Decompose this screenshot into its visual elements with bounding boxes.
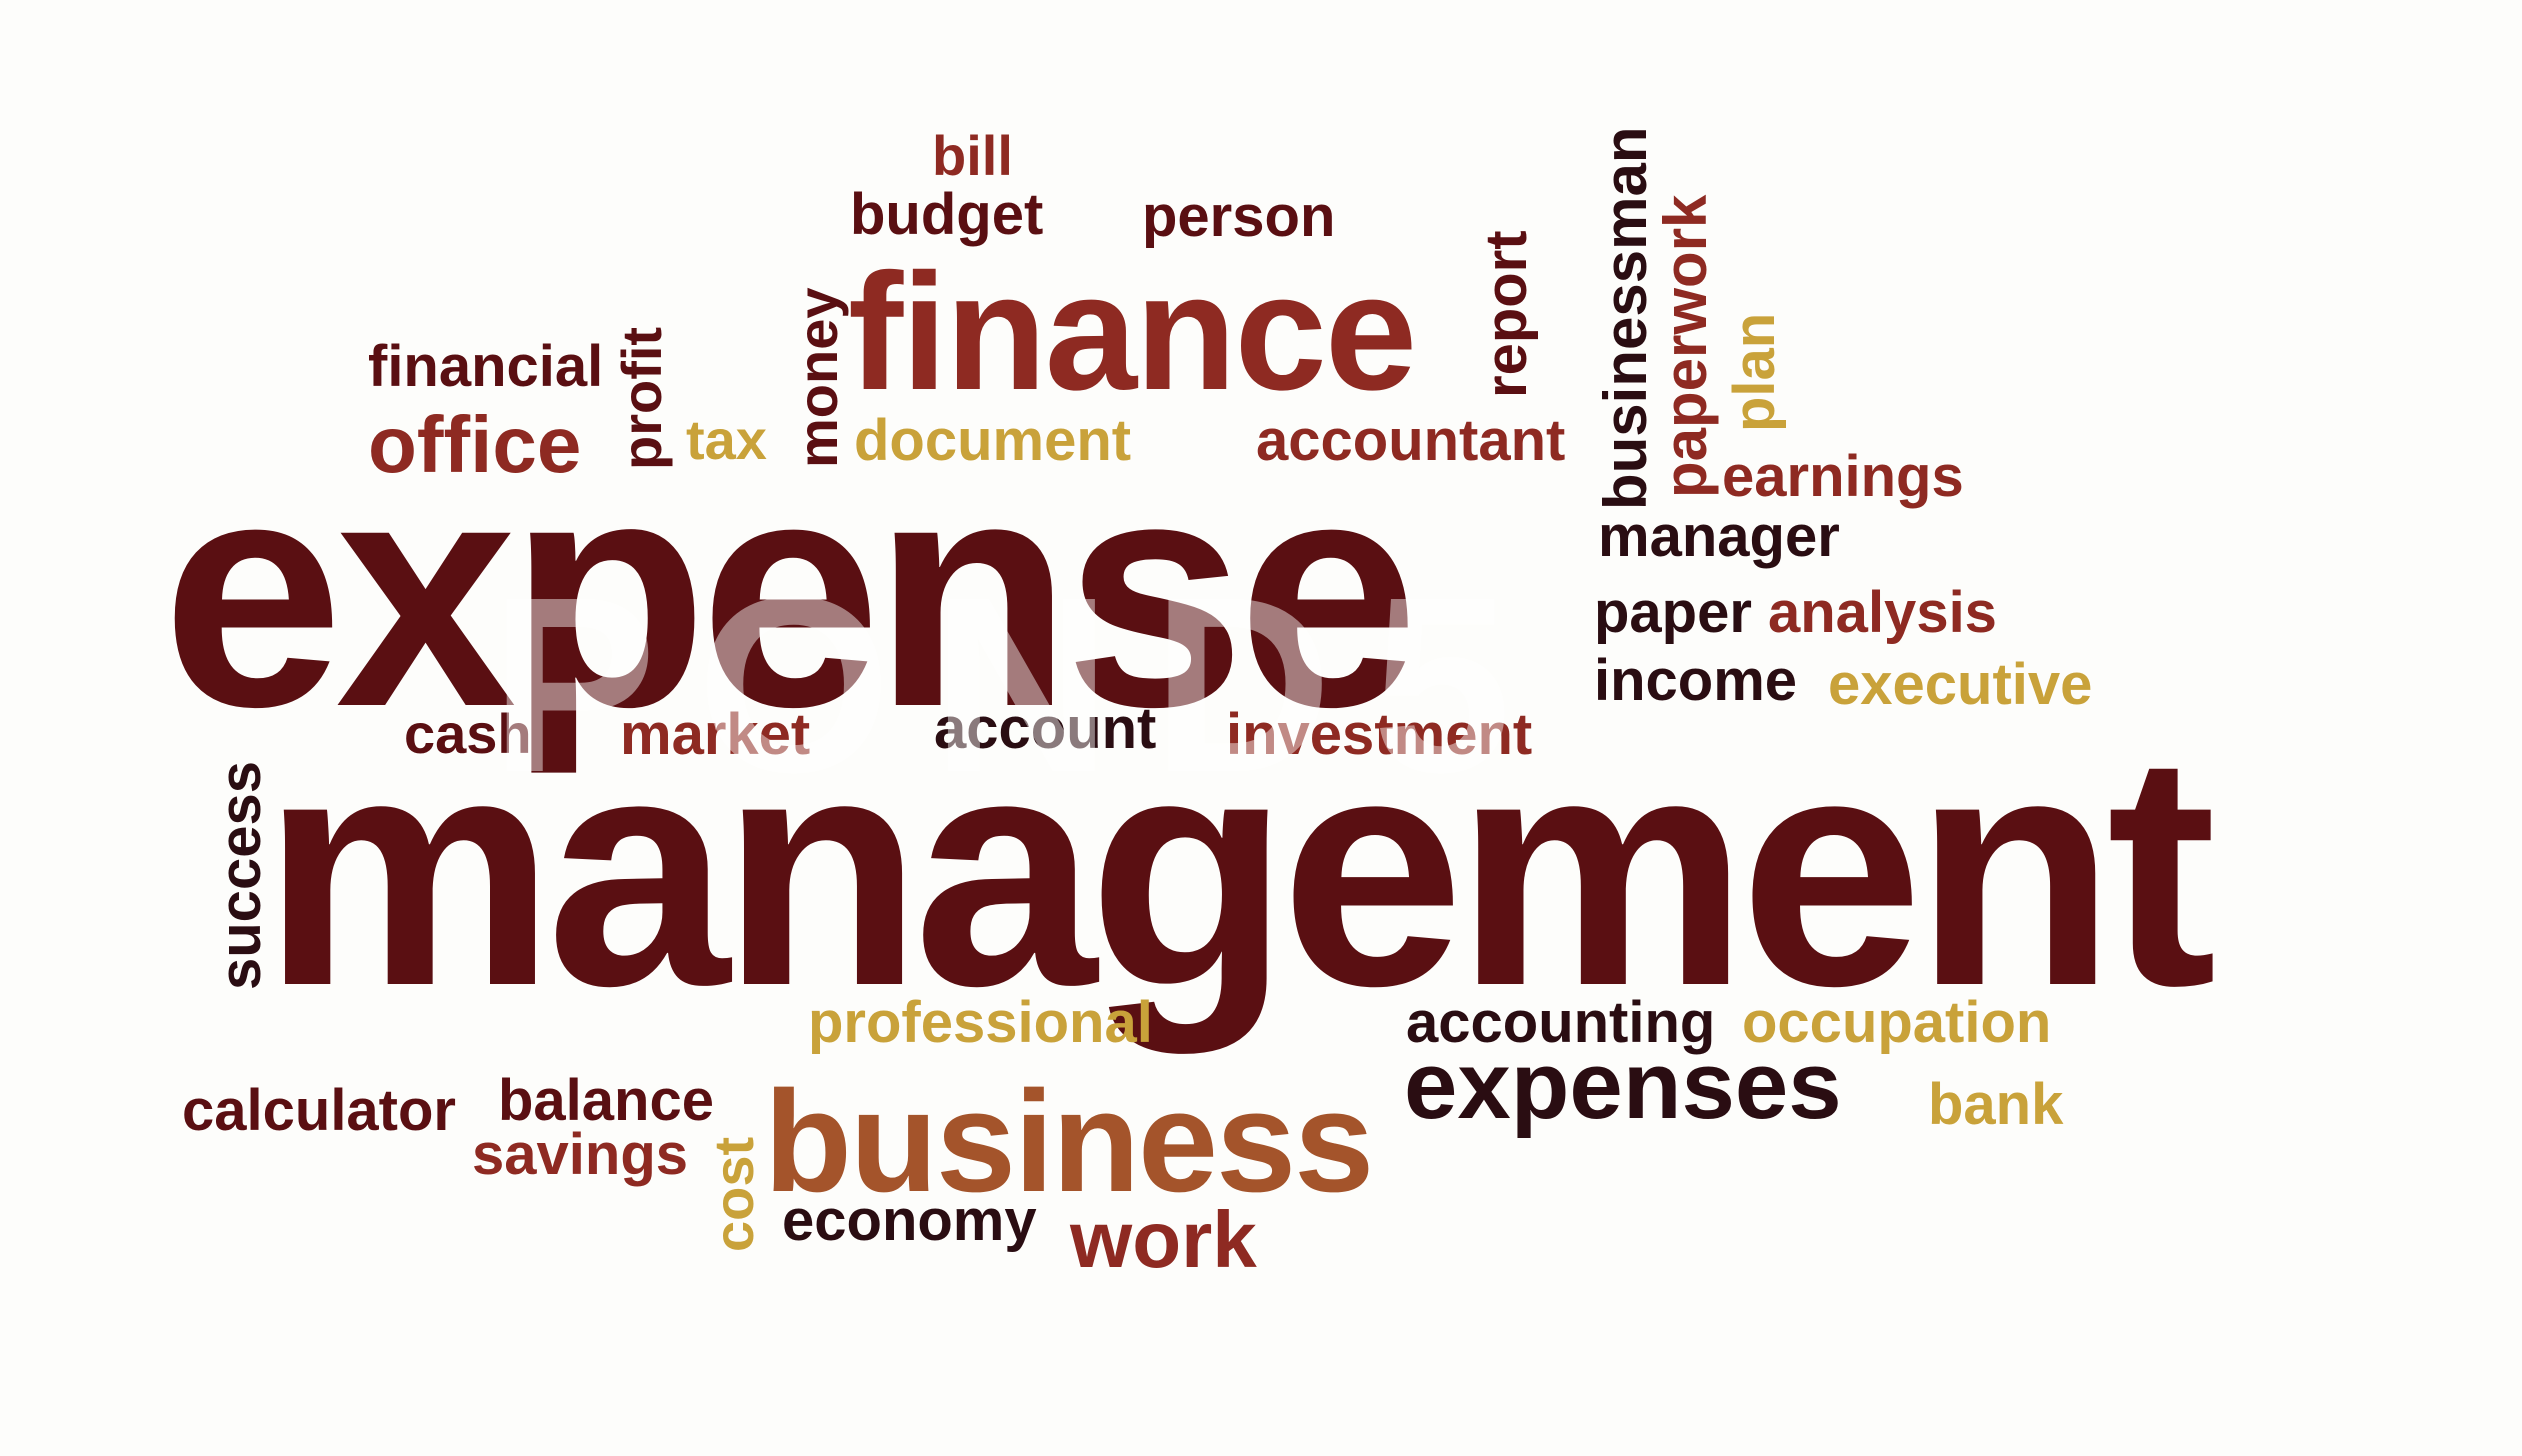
- word-work: work: [1070, 1195, 1257, 1284]
- word-paperwork: paperwork: [1652, 194, 1719, 498]
- word-income: income: [1594, 648, 1798, 713]
- word-office: office: [368, 400, 582, 489]
- word-analysis: analysis: [1768, 580, 1997, 645]
- word-tax: tax: [686, 408, 767, 471]
- watermark-logo: POND5: [490, 545, 1552, 824]
- word-businessman: businessman: [1592, 126, 1659, 510]
- word-occupation: occupation: [1742, 990, 2052, 1055]
- word-market: market: [620, 702, 811, 767]
- word-business: business: [764, 1061, 1374, 1222]
- word-executive: executive: [1828, 652, 2093, 717]
- word-paper: paper: [1594, 580, 1752, 645]
- word-management: management: [262, 685, 2217, 1054]
- word-budget: budget: [850, 182, 1044, 247]
- word-person: person: [1142, 184, 1336, 249]
- word-investment: investment: [1226, 702, 1533, 767]
- word-report: report: [1474, 230, 1539, 398]
- word-bill: bill: [932, 124, 1013, 187]
- word-economy: economy: [782, 1188, 1037, 1253]
- word-earnings: earnings: [1722, 444, 1964, 509]
- word-bank: bank: [1928, 1072, 2064, 1137]
- word-calculator: calculator: [182, 1078, 456, 1143]
- word-expenses: expenses: [1404, 1032, 1842, 1139]
- word-finance: finance: [848, 240, 1417, 425]
- word-cash: cash: [404, 702, 532, 765]
- word-expense: expense: [162, 411, 1419, 775]
- word-cost: cost: [702, 1136, 765, 1252]
- word-document: document: [854, 408, 1132, 473]
- word-financial: financial: [368, 334, 604, 399]
- word-manager: manager: [1598, 504, 1840, 569]
- word-professional: professional: [808, 990, 1153, 1055]
- word-accountant: accountant: [1256, 408, 1566, 473]
- word-accounting: accounting: [1406, 990, 1716, 1055]
- word-plan: plan: [1722, 312, 1787, 432]
- word-balance: balance: [498, 1068, 714, 1133]
- word-savings: savings: [472, 1122, 688, 1187]
- word-account: account: [934, 696, 1157, 761]
